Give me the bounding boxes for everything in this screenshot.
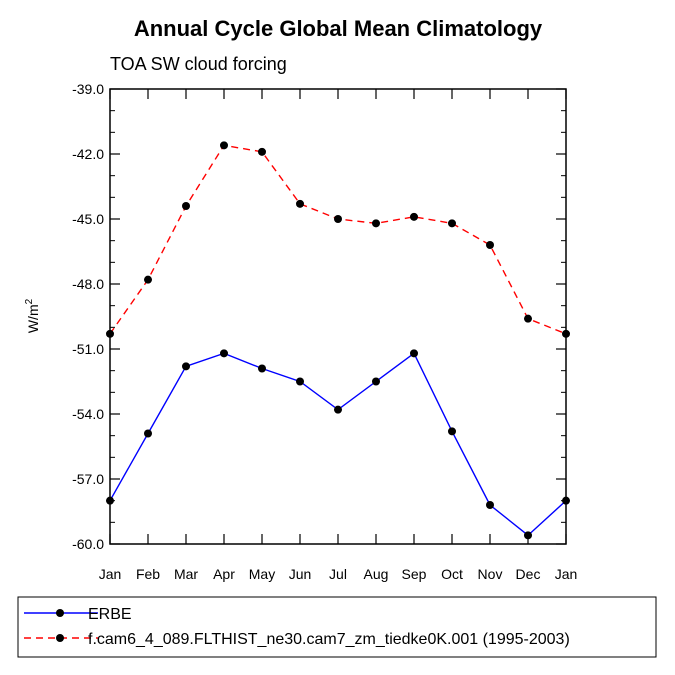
data-point — [296, 199, 304, 208]
x-tick-label: Dec — [516, 566, 541, 582]
legend-label: f.cam6_4_089.FLTHIST_ne30.cam7_zm_tiedke… — [88, 631, 570, 648]
data-point — [448, 219, 456, 228]
legend-marker — [56, 634, 64, 642]
x-tick-label: Aug — [364, 566, 389, 582]
x-tick-label: May — [249, 566, 275, 582]
y-tick-label: -51.0 — [72, 341, 104, 357]
data-point — [410, 349, 418, 358]
data-point — [524, 314, 532, 323]
data-point — [486, 241, 494, 249]
data-point — [448, 427, 456, 436]
data-point — [486, 501, 494, 509]
x-tick-label: Feb — [136, 566, 160, 582]
y-tick-label: -54.0 — [72, 406, 104, 422]
y-tick-label: -48.0 — [72, 276, 104, 292]
y-axis-label: W/m2 — [24, 298, 41, 333]
data-point — [258, 364, 266, 373]
x-tick-label: Apr — [213, 566, 235, 582]
legend-marker — [56, 609, 64, 617]
y-tick-label: -45.0 — [72, 211, 104, 227]
legend-label: ERBE — [88, 606, 132, 623]
data-point — [182, 202, 190, 210]
x-tick-label: Oct — [441, 566, 463, 582]
series-line — [109, 352, 567, 537]
chart-title: Annual Cycle Global Mean Climatology — [134, 16, 543, 41]
data-point — [372, 219, 380, 228]
x-tick-label: Jan — [99, 566, 122, 582]
x-tick-label: Nov — [478, 566, 503, 582]
data-point — [372, 377, 380, 386]
x-tick-label: Jun — [289, 566, 312, 582]
x-tick-label: Mar — [174, 566, 198, 582]
series-line — [109, 144, 567, 335]
data-point — [182, 362, 190, 371]
plot-frame — [109, 88, 567, 545]
data-point — [144, 429, 152, 438]
data-point — [220, 141, 228, 150]
data-point — [524, 531, 532, 540]
data-point — [296, 377, 304, 386]
y-tick-label: -57.0 — [72, 471, 104, 487]
data-point — [220, 349, 228, 358]
chart-subtitle: TOA SW cloud forcing — [110, 54, 287, 74]
y-tick-label: -60.0 — [72, 536, 104, 552]
data-point — [258, 147, 266, 156]
y-tick-label: -42.0 — [72, 146, 104, 162]
x-tick-label: Jul — [329, 566, 347, 582]
y-tick-label: -39.0 — [72, 81, 104, 97]
data-point — [410, 212, 418, 221]
x-tick-label: Sep — [402, 566, 427, 582]
data-point — [334, 215, 342, 223]
legend-box — [17, 596, 657, 658]
data-point — [144, 275, 152, 284]
x-tick-label: Jan — [555, 566, 578, 582]
data-point — [334, 405, 342, 414]
